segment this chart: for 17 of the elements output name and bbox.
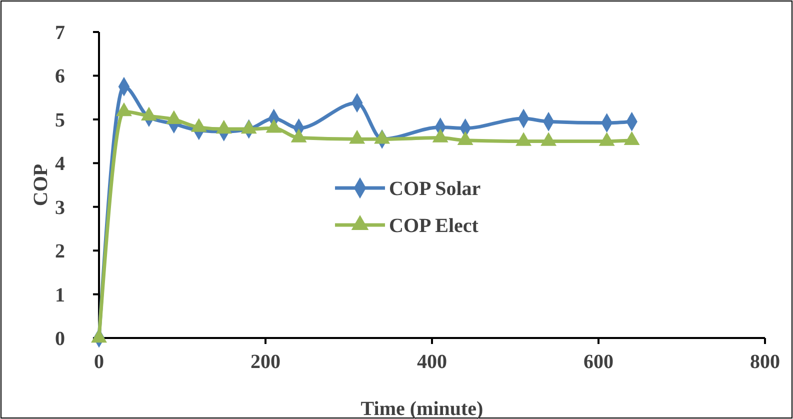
y-tick-label: 5 — [55, 109, 65, 132]
y-tick-label: 4 — [55, 153, 65, 176]
x-tick-label: 200 — [250, 351, 280, 373]
legend-label: COP Solar — [389, 178, 481, 200]
y-tick-label: 2 — [55, 240, 65, 263]
x-axis-title: Time (minute) — [360, 398, 484, 419]
y-tick-label: 7 — [55, 22, 65, 44]
y-tick-label: 3 — [55, 196, 65, 219]
x-tick-label: 400 — [417, 351, 447, 373]
y-tick-label: 1 — [55, 284, 65, 306]
legend-label: COP Elect — [389, 215, 479, 237]
y-tick-label: 6 — [55, 66, 65, 88]
y-axis-title: COP — [30, 164, 52, 206]
x-tick-label: 800 — [750, 351, 780, 373]
x-tick-label: 0 — [94, 351, 104, 373]
y-tick-label: 0 — [55, 328, 65, 350]
x-tick-label: 600 — [584, 351, 614, 373]
